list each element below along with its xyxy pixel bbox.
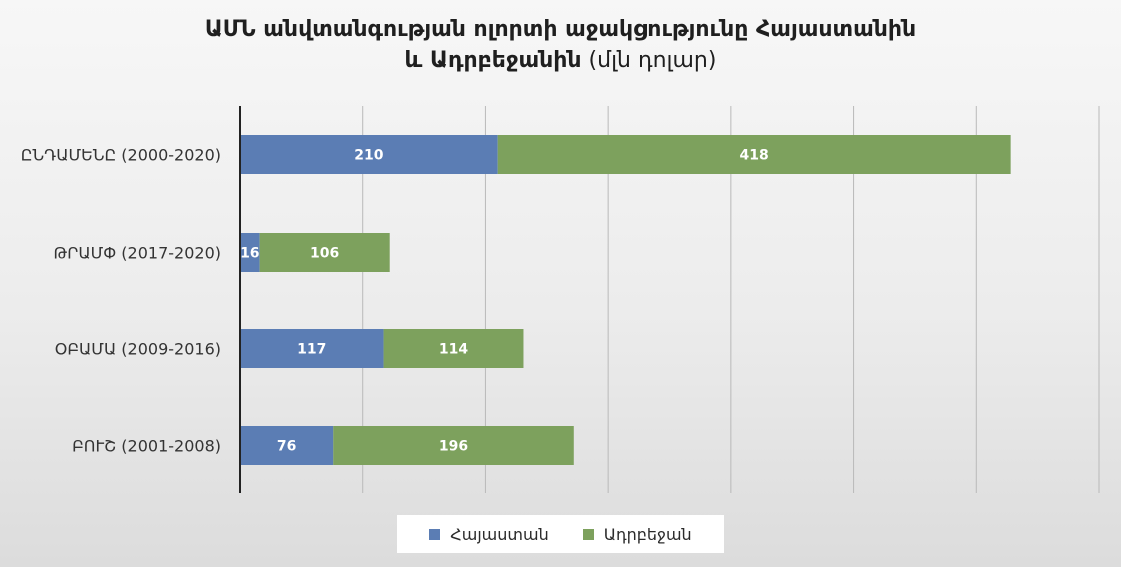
category-label: ՕԲԱՄԱ (2009-2016) (55, 340, 221, 359)
bar-segment (497, 135, 1011, 174)
bar-segment (240, 233, 260, 272)
category-label: ԸՆԴԱՄԵՆԸ (2000-2020) (21, 146, 221, 165)
legend-swatch-azerbaijan (582, 528, 594, 540)
bar-data-label: 210 (354, 148, 383, 164)
bar-segment (259, 233, 390, 272)
chart-legend: Հայաստան Ադրբեջան (397, 515, 724, 553)
legend-item-azerbaijan: Ադրբեջան (582, 524, 692, 544)
chart-title-line2: և Ադրբեջանին (մլն դոլար) (0, 45, 1121, 76)
bar-segment (240, 426, 334, 465)
chart-title: ԱՄՆ անվտանգության ոլորտի աջակցությունը Հ… (0, 14, 1121, 76)
category-label: ԲՈՒՇ (2001-2008) (72, 437, 221, 456)
legend-swatch-armenia (429, 528, 441, 540)
bar-segment (333, 426, 574, 465)
chart-title-unit: (մլն դոլար) (588, 48, 717, 73)
bar-data-label: 76 (277, 439, 296, 455)
bar-data-label: 106 (310, 246, 339, 262)
legend-label-armenia: Հայաստան (450, 524, 549, 544)
legend-label-azerbaijan: Ադրբեջան (603, 524, 692, 544)
category-label: ԹՐԱՄՓ (2017-2020) (53, 244, 221, 263)
bar-data-label: 196 (439, 439, 468, 455)
bar-data-label: 418 (740, 148, 769, 164)
bar-segment (240, 329, 384, 368)
bar-data-label: 114 (439, 342, 468, 358)
chart-title-line1: ԱՄՆ անվտանգության ոլորտի աջակցությունը Հ… (204, 17, 917, 42)
legend-item-armenia: Հայաստան (429, 524, 549, 544)
chart-title-line2-bold: և Ադրբեջանին (404, 48, 582, 73)
bar-data-label: 16 (240, 246, 259, 262)
bar-segment (383, 329, 524, 368)
bar-data-label: 117 (297, 342, 326, 358)
bar-segment (240, 135, 498, 174)
